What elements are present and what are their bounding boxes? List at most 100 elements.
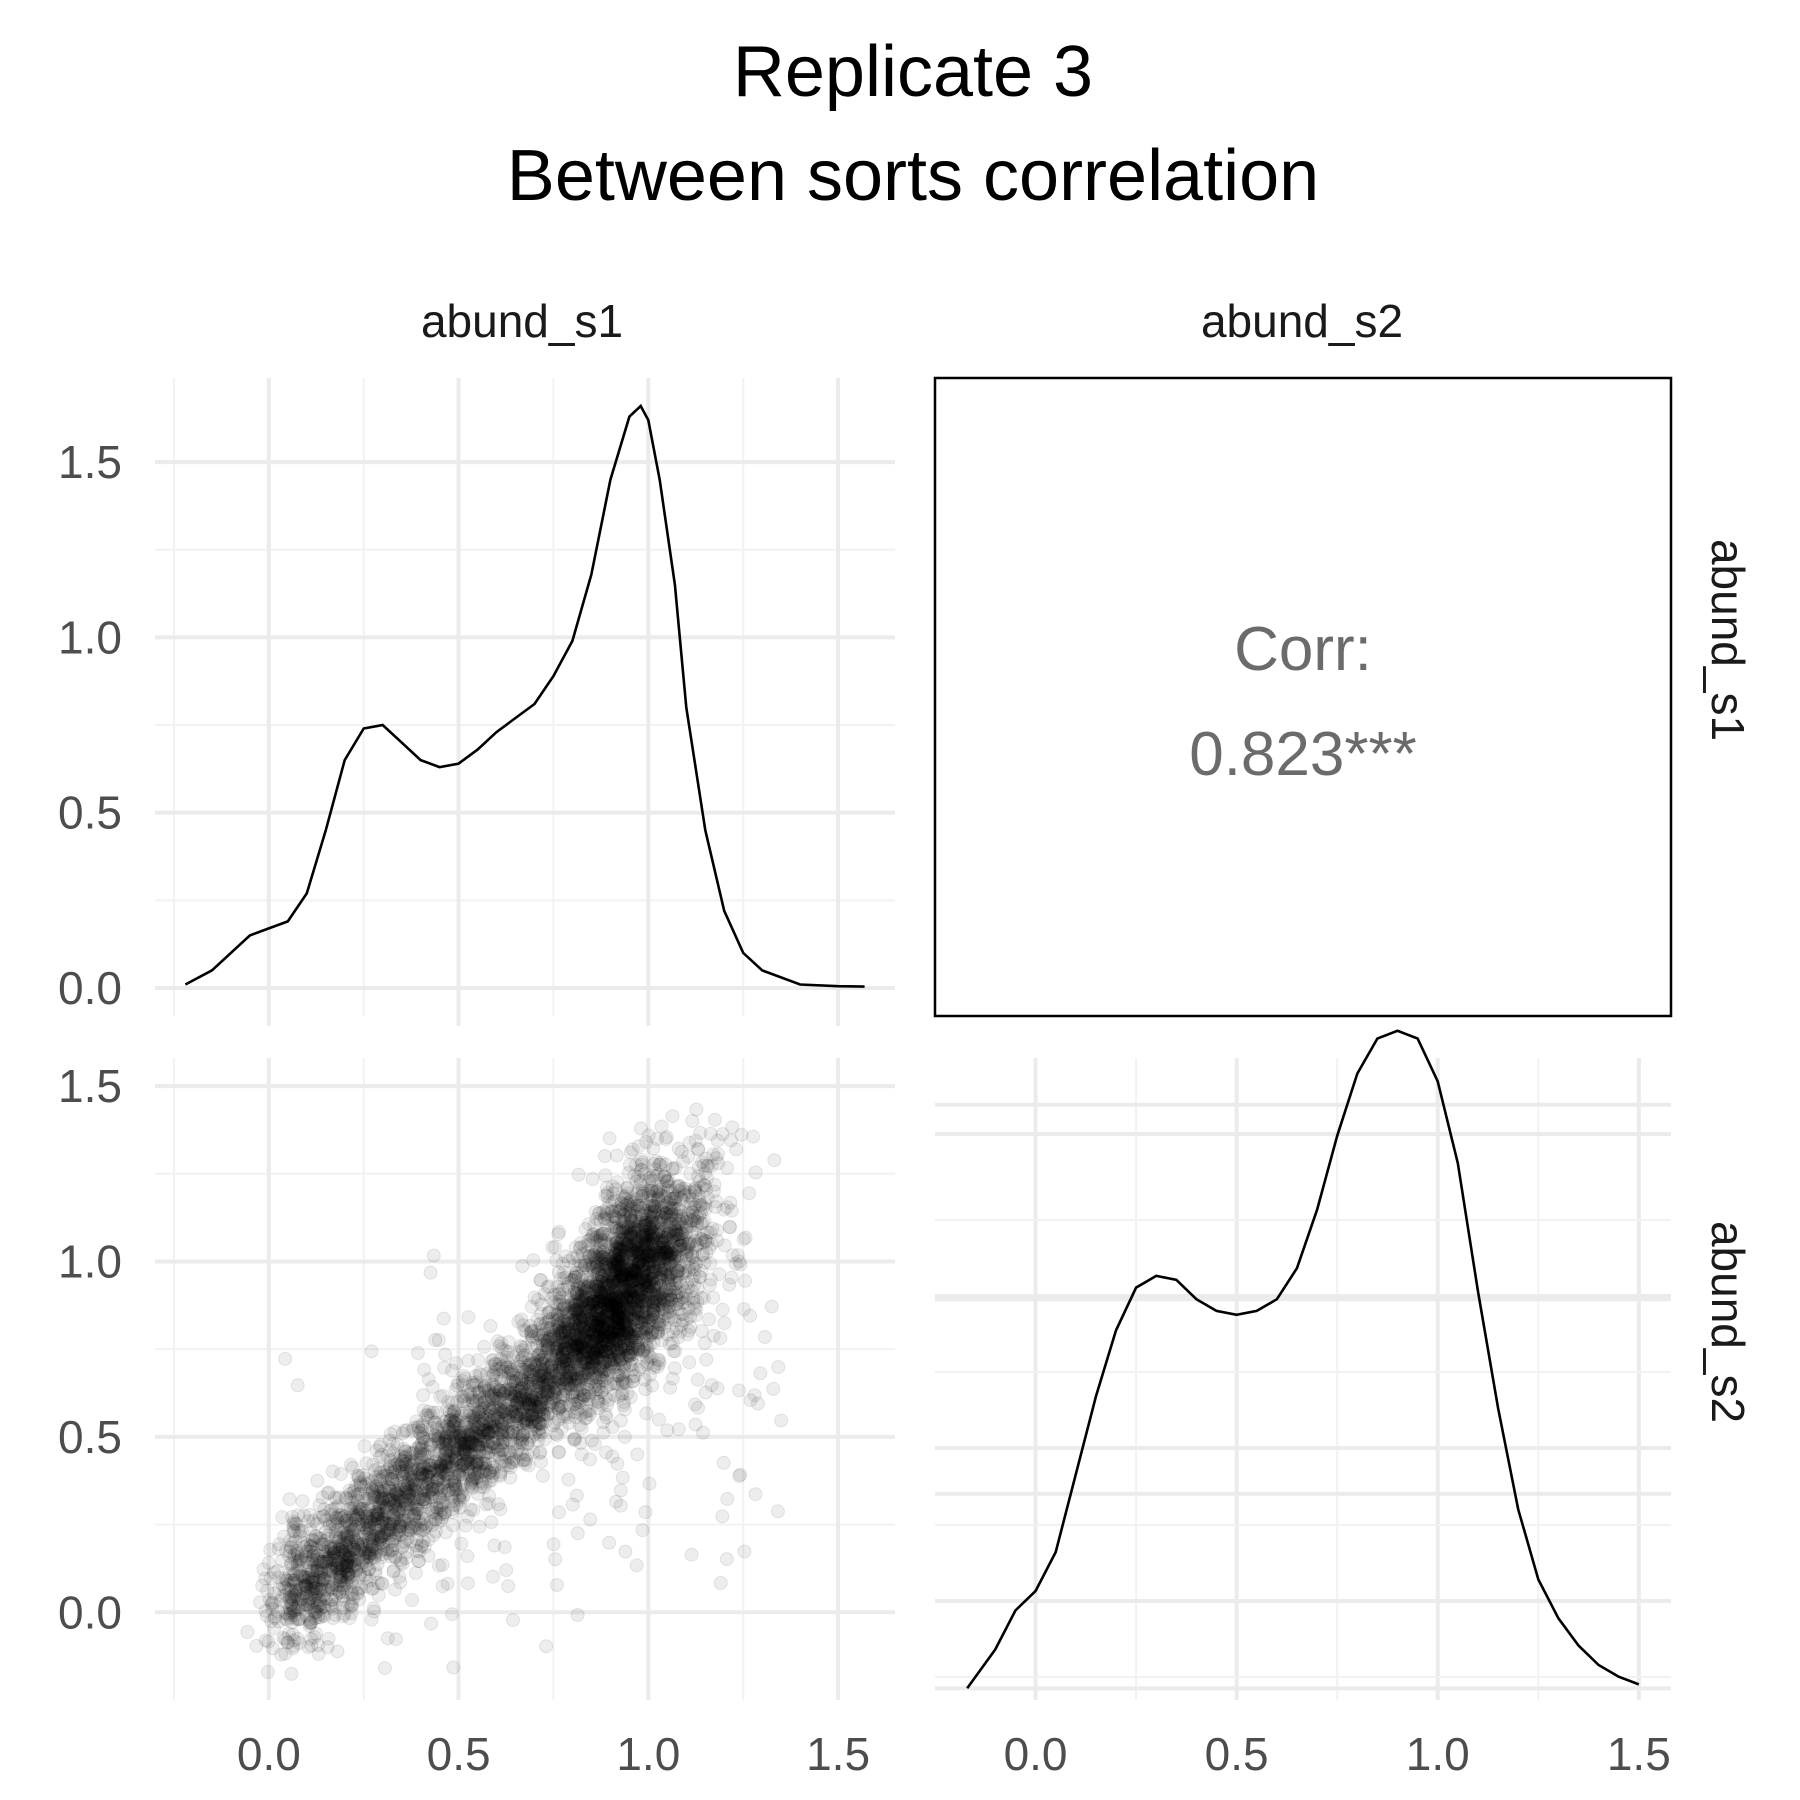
scatter-point (452, 1409, 467, 1423)
scatter-point (668, 1161, 683, 1175)
scatter-point (304, 1591, 319, 1605)
scatter-point (715, 1302, 730, 1317)
scatter-point (331, 1555, 346, 1570)
scatter-point (464, 1455, 479, 1469)
scatter-point (612, 1328, 627, 1342)
scatter-point (668, 1344, 683, 1359)
scatter-point (591, 1297, 606, 1312)
scatter-point (563, 1368, 578, 1383)
scatter-point (695, 1247, 710, 1262)
scatter-point (574, 1369, 589, 1384)
scatter-point (774, 1413, 789, 1428)
scatter-point (358, 1546, 373, 1561)
scatter-point (472, 1425, 487, 1440)
scatter-point (636, 1324, 651, 1339)
scatter-point (324, 1580, 339, 1595)
scatter-point (651, 1167, 666, 1182)
scatter-point (305, 1563, 320, 1578)
scatter-point (373, 1497, 388, 1512)
scatter-point (606, 1307, 621, 1322)
scatter-point (642, 1254, 657, 1269)
scatter-point (530, 1347, 545, 1362)
scatter-point (309, 1516, 324, 1531)
scatter-point (589, 1245, 604, 1260)
scatter-point (343, 1457, 358, 1472)
scatter-point (600, 1294, 615, 1308)
scatter-point (609, 1148, 624, 1163)
scatter-point (355, 1555, 370, 1570)
scatter-point (611, 1348, 626, 1363)
scatter-point (638, 1215, 653, 1230)
scatter-point (435, 1579, 450, 1594)
scatter-point (550, 1428, 565, 1443)
scatter-point (357, 1439, 372, 1454)
scatter-point (612, 1334, 627, 1349)
scatter-point (432, 1490, 447, 1505)
scatter-point (364, 1581, 379, 1596)
scatter-point (626, 1369, 641, 1384)
scatter-point (588, 1347, 603, 1361)
scatter-point (296, 1598, 310, 1613)
scatter-point (342, 1549, 357, 1564)
scatter-point (433, 1463, 448, 1478)
scatter-point (445, 1502, 459, 1517)
scatter-point (653, 1248, 668, 1263)
scatter-point (679, 1214, 694, 1229)
scatter-point (282, 1548, 297, 1563)
scatter-point (669, 1228, 684, 1243)
scatter-point (565, 1497, 580, 1512)
scatter-point (281, 1635, 295, 1650)
scatter-point (448, 1429, 463, 1444)
scatter-point (392, 1464, 407, 1479)
scatter-point (719, 1552, 734, 1567)
scatter-point (597, 1314, 612, 1329)
scatter-point (285, 1627, 300, 1642)
scatter-point (614, 1250, 629, 1265)
scatter-point (625, 1214, 640, 1229)
scatter-point (602, 1298, 617, 1313)
scatter-point (597, 1309, 612, 1324)
scatter-point (585, 1259, 600, 1274)
scatter-point (534, 1454, 548, 1469)
scatter-point (690, 1210, 705, 1225)
scatter-point (570, 1340, 585, 1355)
scatter-point (610, 1240, 625, 1255)
scatter-point (688, 1397, 703, 1412)
scatter-point (633, 1152, 648, 1167)
scatter-point (521, 1392, 536, 1407)
scatter-point (619, 1255, 634, 1270)
scatter-point (657, 1285, 672, 1300)
scatter-point (618, 1212, 633, 1227)
scatter-point (405, 1593, 419, 1607)
scatter-point (581, 1217, 596, 1232)
scatter-point (361, 1545, 376, 1560)
scatter-point (615, 1386, 630, 1401)
scatter-point (621, 1283, 635, 1298)
scatter-point (461, 1455, 476, 1470)
scatter-point (570, 1279, 585, 1294)
scatter-point (588, 1369, 603, 1384)
scatter-point (433, 1485, 448, 1500)
scatter-point (374, 1550, 389, 1565)
scatter-point (547, 1392, 562, 1407)
scatter-point (606, 1273, 621, 1287)
scatter-point (694, 1324, 709, 1338)
scatter-point (463, 1427, 478, 1442)
scatter-point (404, 1446, 419, 1461)
scatter-point (437, 1446, 452, 1461)
scatter-point (737, 1544, 752, 1559)
scatter-point (607, 1388, 622, 1402)
scatter-point (572, 1418, 587, 1433)
scatter-point (657, 1198, 672, 1213)
scatter-point (302, 1618, 317, 1633)
scatter-point (382, 1481, 397, 1496)
density-curve-abund-s1 (184, 403, 865, 988)
scatter-point (645, 1235, 659, 1250)
scatter-point (538, 1382, 553, 1397)
scatter-point (286, 1517, 301, 1532)
scatter-point (619, 1191, 633, 1206)
scatter-point (352, 1517, 367, 1532)
scatter-point (667, 1361, 682, 1376)
scatter-point (616, 1335, 631, 1350)
scatter-point (577, 1322, 592, 1337)
